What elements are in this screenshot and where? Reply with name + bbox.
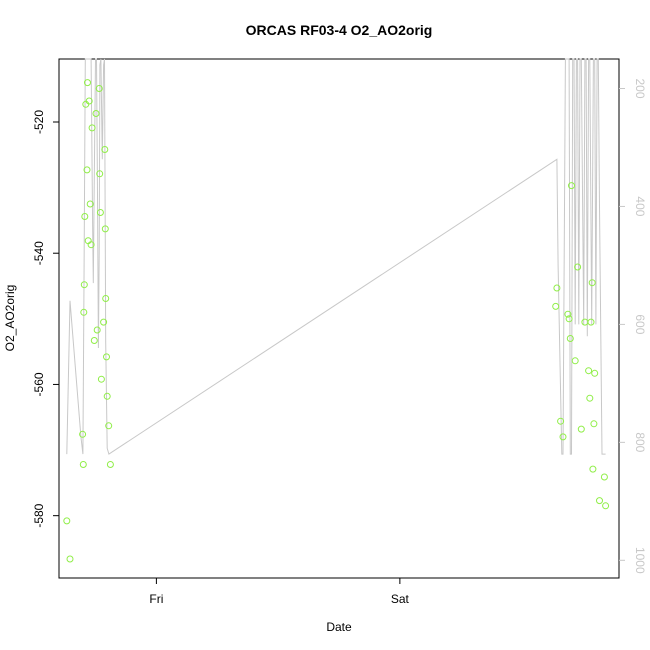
data-point xyxy=(101,225,109,233)
y2-tick-label: 600 xyxy=(633,314,647,334)
data-point xyxy=(88,124,96,132)
data-point xyxy=(557,417,565,425)
data-point xyxy=(602,502,610,510)
data-point xyxy=(103,353,110,361)
y-tick-label: -540 xyxy=(32,241,46,265)
data-point xyxy=(552,302,560,310)
data-point xyxy=(96,209,104,216)
data-point xyxy=(90,337,98,344)
data-point xyxy=(587,318,595,326)
y-tick-label: -580 xyxy=(32,503,46,527)
data-point xyxy=(596,497,603,505)
data-point xyxy=(577,425,585,433)
data-point xyxy=(85,97,93,105)
data-point xyxy=(92,110,100,117)
y-axis: -580 -560 -540 -520 xyxy=(32,110,59,528)
data-point xyxy=(79,430,87,438)
data-point xyxy=(83,166,91,174)
data-point xyxy=(568,182,575,190)
data-point xyxy=(589,465,597,473)
data-point xyxy=(96,170,104,178)
data-point xyxy=(105,422,113,430)
data-point xyxy=(93,326,101,334)
y-tick-label: -560 xyxy=(32,372,46,396)
data-point xyxy=(590,420,598,428)
data-point xyxy=(84,79,91,87)
data-point xyxy=(585,367,593,375)
data-point xyxy=(81,213,89,220)
data-point xyxy=(95,85,103,92)
data-point xyxy=(87,241,95,249)
x-tick-label: Fri xyxy=(149,592,163,606)
data-point xyxy=(106,461,114,468)
altitude-series-line xyxy=(66,58,606,455)
data-point xyxy=(559,433,567,441)
plot-frame xyxy=(58,58,620,579)
x-axis: Fri Sat xyxy=(149,578,410,606)
data-point xyxy=(79,461,87,468)
y-axis-label: O2_AO2orig xyxy=(3,285,17,352)
data-point xyxy=(565,315,573,323)
y2-tick-label: 200 xyxy=(633,78,647,98)
x-axis-label: Date xyxy=(326,620,352,634)
data-point xyxy=(103,392,111,400)
data-point xyxy=(80,281,88,289)
data-point xyxy=(100,318,108,326)
y-tick-label: -520 xyxy=(32,110,46,134)
data-point xyxy=(574,263,582,271)
data-point xyxy=(82,100,90,108)
y2-axis: 200 400 600 800 1000 xyxy=(619,78,647,574)
altitude-line-layer xyxy=(66,58,606,455)
data-point xyxy=(102,295,110,302)
data-point xyxy=(600,473,608,481)
data-point xyxy=(86,200,94,208)
chart-title: ORCAS RF03-4 O2_AO2orig xyxy=(246,22,433,38)
y2-tick-label: 800 xyxy=(633,432,647,452)
data-point xyxy=(566,335,574,342)
x-tick-label: Sat xyxy=(391,592,410,606)
data-point xyxy=(553,284,561,292)
data-point xyxy=(97,375,105,383)
data-point xyxy=(66,555,74,563)
data-point xyxy=(63,517,71,525)
y2-tick-label: 400 xyxy=(633,196,647,216)
data-point xyxy=(80,308,88,316)
data-point xyxy=(571,357,579,365)
data-point xyxy=(564,310,572,318)
data-point xyxy=(586,394,594,402)
data-point xyxy=(591,369,599,377)
y2-tick-label: 1000 xyxy=(633,547,647,574)
data-points-layer xyxy=(63,79,610,563)
data-point xyxy=(101,146,109,153)
data-point xyxy=(588,279,596,287)
